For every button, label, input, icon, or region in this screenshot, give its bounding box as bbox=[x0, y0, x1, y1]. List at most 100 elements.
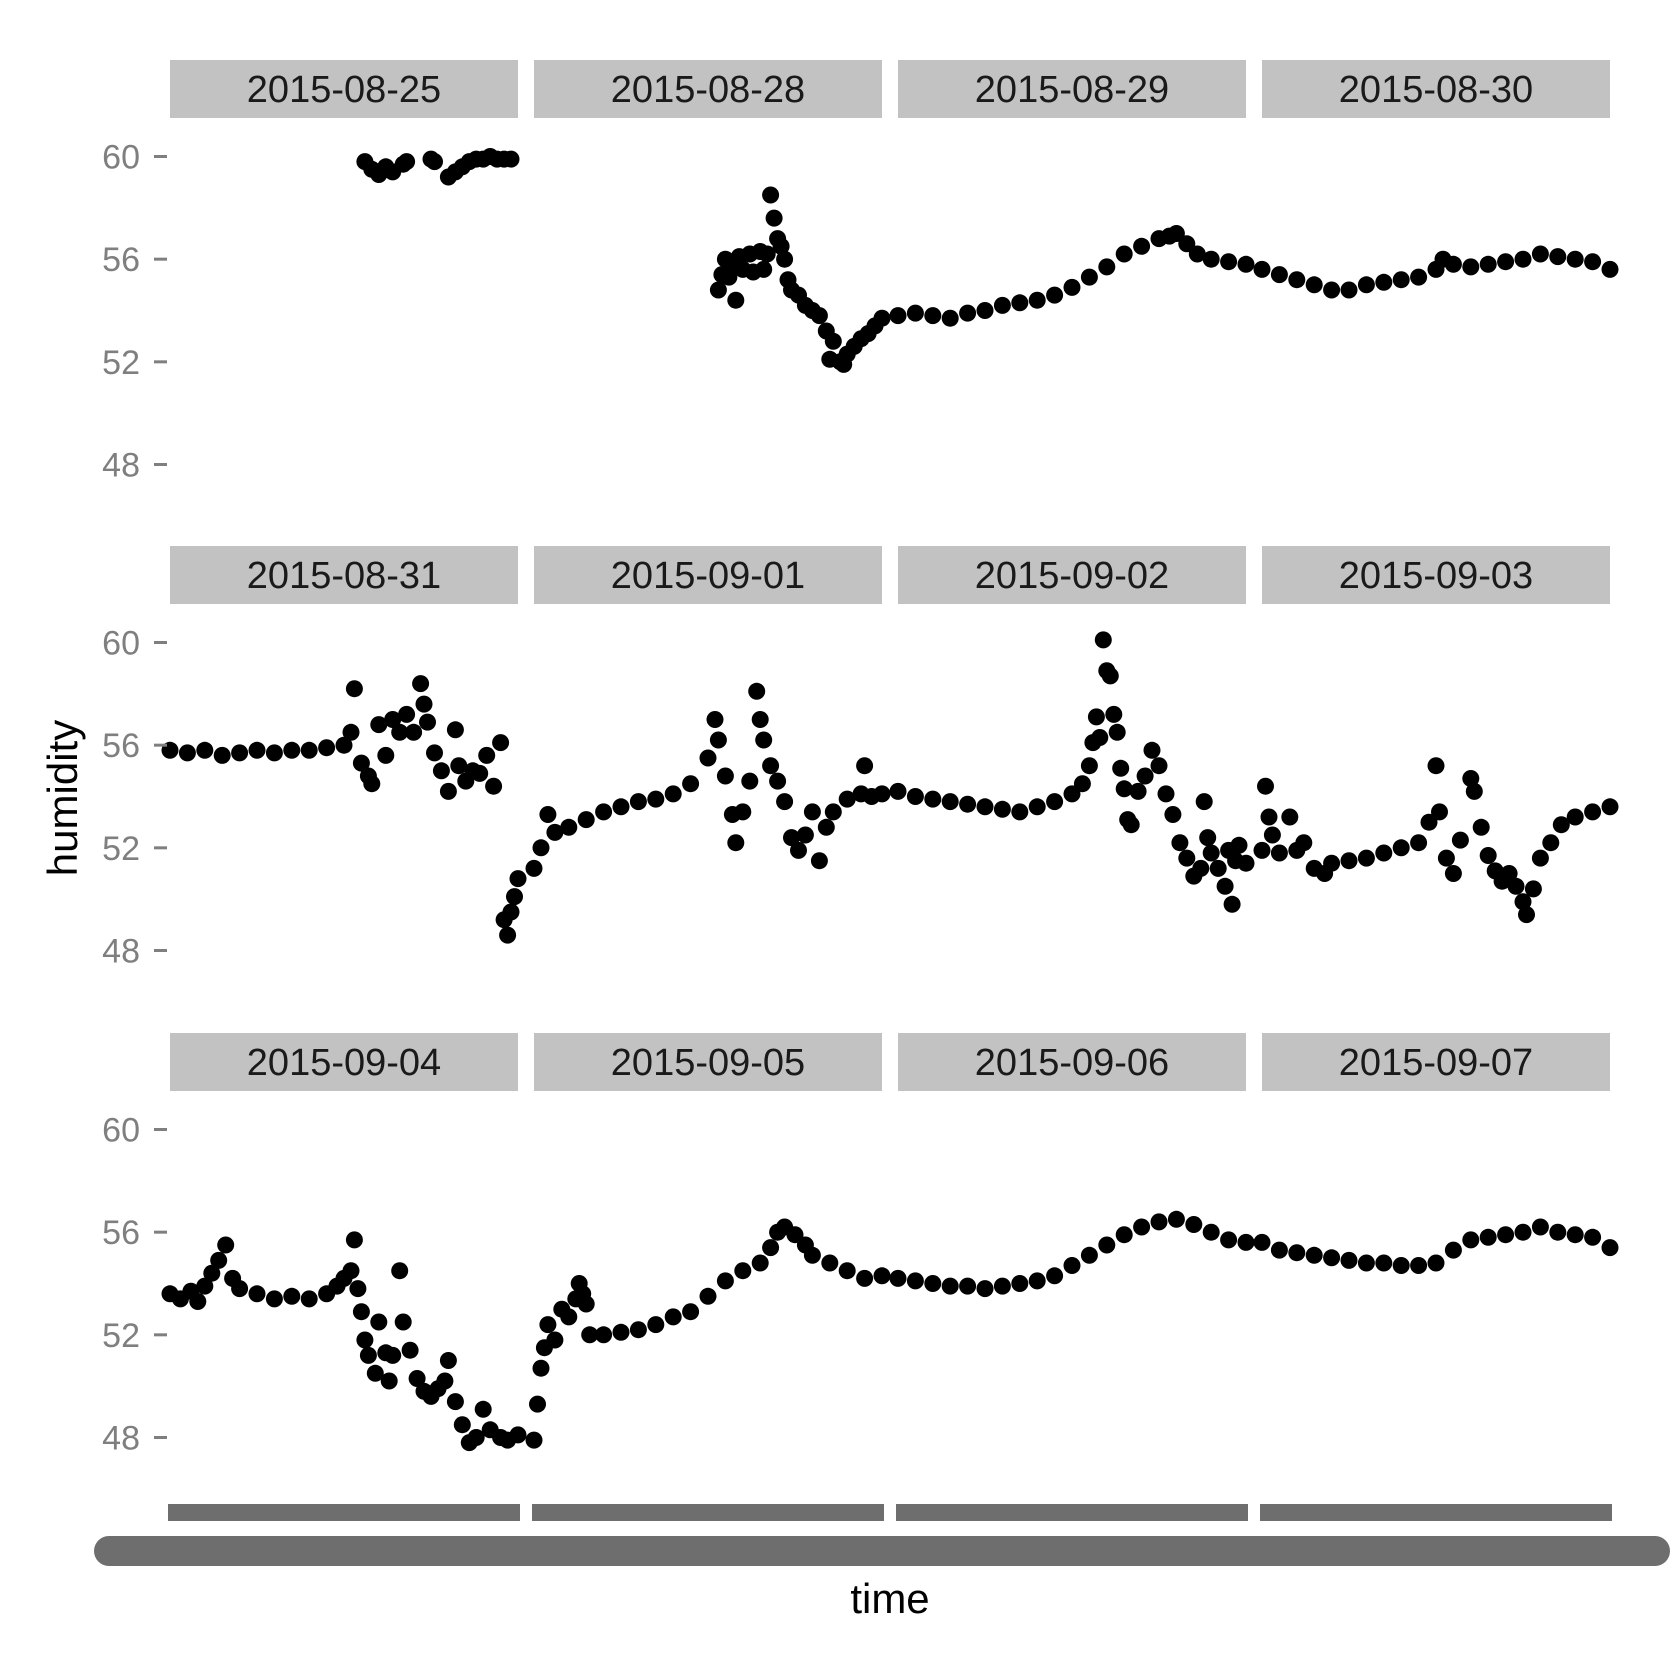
y-axis-title: humidity bbox=[39, 720, 86, 876]
data-point bbox=[993, 296, 1011, 314]
data-point bbox=[1451, 831, 1469, 849]
y-tick-label: 52 bbox=[102, 1317, 140, 1355]
data-point bbox=[1230, 836, 1248, 854]
facet-strip-label: 2015-09-01 bbox=[611, 555, 805, 597]
data-point bbox=[1164, 806, 1182, 823]
data-point bbox=[1094, 631, 1112, 649]
data-point bbox=[349, 1280, 367, 1298]
data-point bbox=[532, 839, 550, 857]
data-point bbox=[439, 1352, 457, 1369]
data-point bbox=[1340, 1251, 1358, 1269]
data-point bbox=[1133, 237, 1151, 255]
data-point bbox=[398, 153, 416, 171]
data-point bbox=[525, 859, 543, 877]
data-point bbox=[474, 1400, 492, 1418]
y-tick-label: 52 bbox=[102, 830, 140, 868]
data-point bbox=[1462, 258, 1480, 276]
data-point bbox=[509, 1426, 527, 1444]
data-point bbox=[1549, 248, 1567, 266]
data-point bbox=[1584, 803, 1602, 821]
data-point bbox=[203, 1264, 221, 1282]
data-point bbox=[1500, 865, 1518, 882]
data-point bbox=[838, 790, 856, 808]
data-point bbox=[1046, 793, 1064, 811]
data-point bbox=[1392, 839, 1410, 857]
data-point bbox=[647, 790, 665, 808]
data-point bbox=[1223, 895, 1241, 913]
data-point bbox=[748, 682, 766, 700]
data-point bbox=[1080, 268, 1098, 286]
y-tick-label: 60 bbox=[102, 139, 140, 177]
data-point bbox=[758, 245, 776, 263]
x-axis-scroll-bar bbox=[94, 1536, 1670, 1566]
data-point bbox=[1185, 1216, 1203, 1233]
data-point bbox=[810, 852, 828, 870]
data-point bbox=[1472, 818, 1490, 836]
data-point bbox=[432, 762, 450, 780]
data-point bbox=[1270, 844, 1288, 862]
y-tick-label: 48 bbox=[102, 447, 140, 485]
data-point bbox=[873, 785, 891, 803]
facet-panel: 2015-08-25 bbox=[170, 60, 520, 186]
data-point bbox=[1263, 826, 1281, 844]
data-point bbox=[539, 1316, 557, 1334]
data-point bbox=[577, 811, 595, 829]
data-point bbox=[1195, 793, 1213, 811]
data-point bbox=[1518, 906, 1535, 924]
facet-strip bbox=[1262, 1033, 1610, 1091]
data-point bbox=[709, 731, 727, 749]
facet-panel: 2015-08-31 bbox=[161, 546, 527, 944]
data-point bbox=[377, 746, 395, 764]
data-point bbox=[1150, 757, 1168, 775]
data-point bbox=[1340, 281, 1358, 299]
data-point bbox=[976, 798, 994, 816]
y-tick-label: 60 bbox=[102, 625, 140, 663]
data-point bbox=[492, 734, 510, 752]
data-point bbox=[506, 888, 523, 906]
data-point bbox=[1497, 1226, 1515, 1244]
data-point bbox=[762, 186, 780, 204]
data-point bbox=[664, 785, 682, 803]
data-point bbox=[1220, 253, 1238, 271]
data-point bbox=[213, 746, 231, 764]
facet-strip bbox=[1262, 546, 1610, 604]
data-point bbox=[446, 1393, 464, 1411]
facet-strip bbox=[170, 60, 518, 118]
data-point bbox=[1091, 729, 1109, 746]
data-point bbox=[248, 741, 266, 759]
data-point bbox=[765, 209, 783, 227]
data-point bbox=[370, 1313, 388, 1331]
data-point bbox=[889, 1269, 907, 1287]
data-point bbox=[924, 790, 942, 808]
data-point bbox=[1437, 849, 1455, 867]
data-point bbox=[478, 746, 496, 764]
data-point bbox=[993, 800, 1011, 818]
facet-strip-label: 2015-08-29 bbox=[975, 69, 1169, 111]
data-point bbox=[1514, 250, 1532, 268]
data-point bbox=[706, 711, 724, 728]
data-point bbox=[838, 1262, 856, 1280]
y-tick-label: 56 bbox=[102, 1214, 140, 1252]
data-point bbox=[783, 829, 800, 847]
data-point bbox=[1257, 777, 1274, 795]
data-point bbox=[342, 1262, 360, 1280]
data-point bbox=[352, 754, 370, 772]
y-tick-label: 60 bbox=[102, 1112, 140, 1150]
facet-strip-label: 2015-09-07 bbox=[1339, 1042, 1533, 1084]
facet-strip bbox=[898, 546, 1246, 604]
facet-panel: 2015-09-02 bbox=[889, 546, 1255, 913]
data-point bbox=[1601, 798, 1619, 816]
data-point bbox=[412, 675, 430, 693]
x-axis-bars bbox=[168, 1504, 1612, 1521]
data-point bbox=[335, 736, 353, 754]
data-point bbox=[453, 1416, 471, 1434]
data-point bbox=[727, 291, 745, 309]
data-point bbox=[1167, 1210, 1185, 1228]
data-point bbox=[1202, 250, 1220, 268]
data-point bbox=[1046, 1267, 1064, 1285]
data-point bbox=[941, 793, 959, 811]
data-point bbox=[1253, 260, 1271, 278]
data-point bbox=[1531, 849, 1549, 867]
data-point bbox=[1112, 759, 1130, 777]
